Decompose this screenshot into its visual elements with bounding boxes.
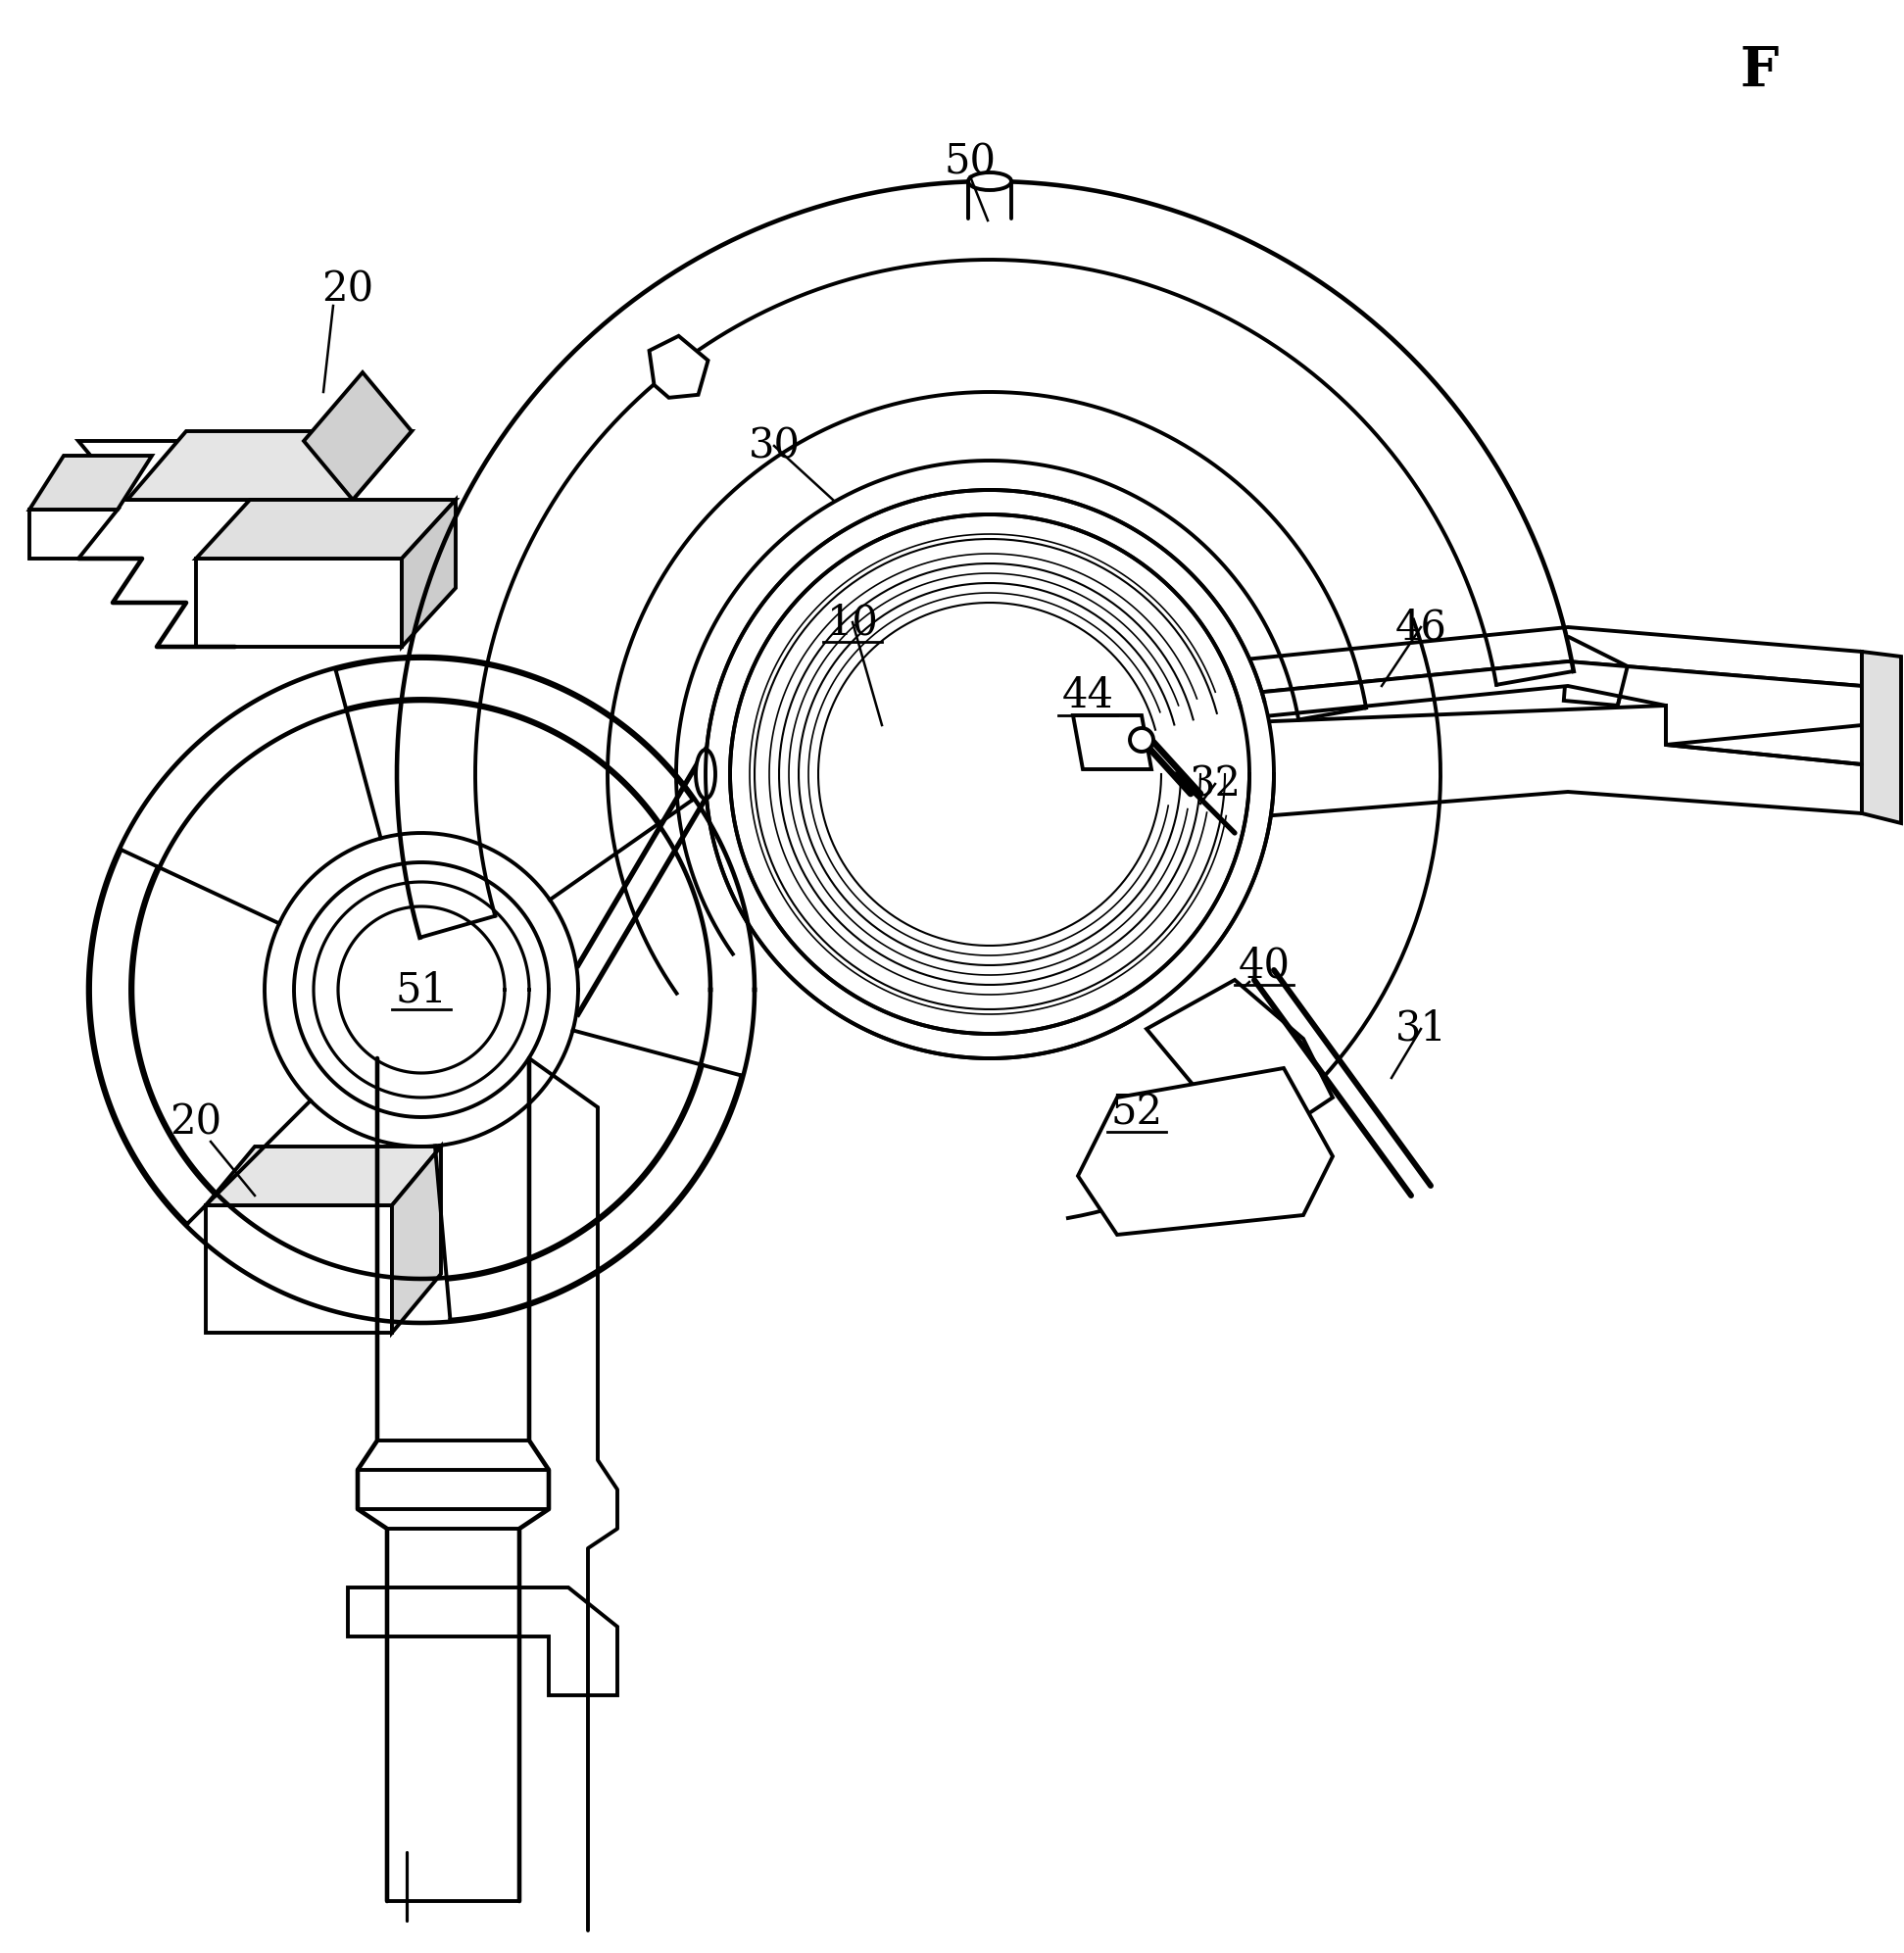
Polygon shape: [196, 500, 455, 559]
Polygon shape: [649, 336, 708, 398]
Polygon shape: [206, 1205, 392, 1332]
Text: 30: 30: [748, 426, 800, 467]
Text: 20: 20: [169, 1101, 223, 1143]
Text: 20: 20: [322, 268, 373, 311]
Polygon shape: [1074, 715, 1152, 769]
Text: 10: 10: [826, 602, 878, 643]
Polygon shape: [706, 490, 1274, 1059]
Text: 46: 46: [1396, 607, 1447, 648]
Polygon shape: [396, 182, 1573, 937]
Polygon shape: [1563, 637, 1628, 705]
Polygon shape: [29, 455, 152, 510]
Ellipse shape: [695, 750, 716, 799]
Polygon shape: [348, 1588, 617, 1695]
Text: 32: 32: [1190, 764, 1241, 805]
Polygon shape: [607, 393, 1365, 994]
Polygon shape: [1078, 1068, 1333, 1234]
Polygon shape: [88, 656, 754, 1322]
Text: 50: 50: [944, 141, 996, 182]
Polygon shape: [78, 441, 352, 500]
Polygon shape: [29, 510, 118, 559]
Polygon shape: [128, 432, 411, 500]
Text: 31: 31: [1396, 1008, 1447, 1049]
Polygon shape: [196, 559, 402, 646]
Polygon shape: [392, 1146, 442, 1332]
Polygon shape: [1146, 980, 1333, 1137]
Text: 40: 40: [1238, 945, 1291, 986]
Text: 51: 51: [396, 969, 447, 1010]
Polygon shape: [1862, 652, 1900, 822]
Text: 52: 52: [1110, 1092, 1163, 1133]
Polygon shape: [402, 500, 455, 646]
Polygon shape: [1177, 662, 1862, 744]
Circle shape: [1129, 728, 1154, 752]
Polygon shape: [305, 373, 411, 500]
Text: 44: 44: [1062, 676, 1114, 717]
Polygon shape: [1177, 705, 1862, 822]
Ellipse shape: [967, 172, 1011, 189]
Polygon shape: [1177, 627, 1862, 701]
Polygon shape: [206, 1146, 442, 1205]
Text: F: F: [1740, 43, 1778, 98]
